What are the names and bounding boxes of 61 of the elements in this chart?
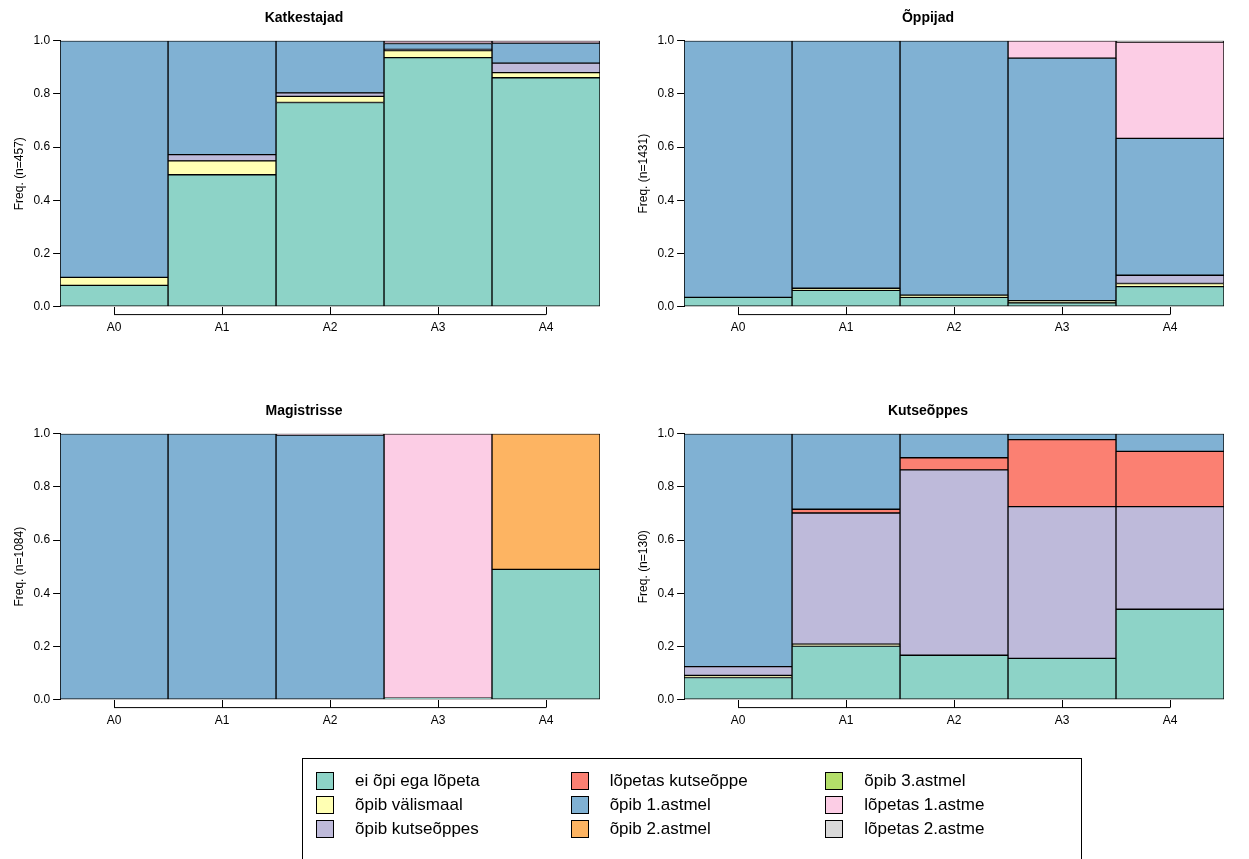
- x-tick-label: A3: [1054, 320, 1070, 335]
- y-tick-label: 0.6: [657, 139, 675, 154]
- y-tick-label: 0.4: [657, 192, 675, 207]
- y-tick-label: 0.4: [33, 585, 51, 600]
- y-tick-label: 0.0: [33, 298, 51, 313]
- x-tick-label: A0: [730, 713, 746, 728]
- legend-label: ei õpi ega lõpeta: [355, 771, 480, 791]
- y-axis-title: Freq. (n=130): [635, 530, 650, 604]
- x-tick-label: A2: [946, 320, 962, 335]
- chart-title: Magistrisse: [265, 402, 343, 419]
- y-tick-label: 0.4: [657, 585, 675, 600]
- x-tick-label: A4: [538, 713, 554, 728]
- x-tick-label: A0: [106, 320, 122, 335]
- y-axis-title: Freq. (n=1431): [635, 133, 650, 214]
- x-tick-label: A3: [1054, 713, 1070, 728]
- y-tick-label: 1.0: [657, 33, 675, 48]
- y-tick-label: 0.8: [657, 479, 675, 494]
- y-tick-label: 0.0: [33, 691, 51, 706]
- y-tick-label: 0.2: [657, 245, 675, 260]
- y-tick-label: 0.6: [657, 532, 675, 547]
- legend-label: lõpetas 2.astme: [864, 819, 985, 839]
- y-tick-label: 0.2: [33, 638, 51, 653]
- x-tick-label: A1: [838, 320, 854, 335]
- legend-label: õpib 3.astmel: [864, 771, 966, 791]
- y-tick-label: 0.6: [33, 139, 51, 154]
- y-tick-label: 0.0: [657, 691, 675, 706]
- y-tick-label: 0.0: [657, 298, 675, 313]
- legend-label: lõpetas kutseõppe: [609, 771, 748, 791]
- x-tick-label: A0: [106, 713, 122, 728]
- x-tick-label: A1: [214, 713, 230, 728]
- x-tick-label: A3: [430, 320, 446, 335]
- x-tick-label: A3: [430, 713, 446, 728]
- x-tick-label: A1: [838, 713, 854, 728]
- y-tick-label: 1.0: [33, 426, 51, 441]
- y-tick-label: 0.8: [33, 86, 51, 101]
- x-tick-label: A0: [730, 320, 746, 335]
- x-tick-label: A4: [1162, 320, 1178, 335]
- y-tick-label: 1.0: [33, 33, 51, 48]
- x-tick-label: A4: [538, 320, 554, 335]
- y-tick-label: 0.2: [657, 638, 675, 653]
- x-tick-label: A4: [1162, 713, 1178, 728]
- legend-label: lõpetas 1.astme: [864, 795, 985, 815]
- y-tick-label: 0.2: [33, 245, 51, 260]
- y-tick-label: 0.8: [33, 479, 51, 494]
- y-tick-label: 0.6: [33, 532, 51, 547]
- x-tick-label: A2: [946, 713, 962, 728]
- y-tick-label: 1.0: [657, 426, 675, 441]
- x-tick-label: A2: [322, 320, 338, 335]
- legend-label: õpib välismaal: [355, 795, 463, 815]
- x-tick-label: A1: [214, 320, 230, 335]
- y-tick-label: 0.8: [657, 86, 675, 101]
- chart-title: Katkestajad: [264, 9, 344, 26]
- legend-label: õpib kutseõppes: [355, 819, 479, 839]
- legend-label: õpib 1.astmel: [609, 795, 711, 815]
- y-tick-label: 0.4: [33, 192, 51, 207]
- y-axis-title: Freq. (n=457): [11, 137, 26, 211]
- chart-title: Õppijad: [901, 8, 955, 26]
- legend-label: õpib 2.astmel: [609, 819, 711, 839]
- chart-title: Kutseõppes: [887, 402, 969, 419]
- y-axis-title: Freq. (n=1084): [11, 526, 26, 607]
- x-tick-label: A2: [322, 713, 338, 728]
